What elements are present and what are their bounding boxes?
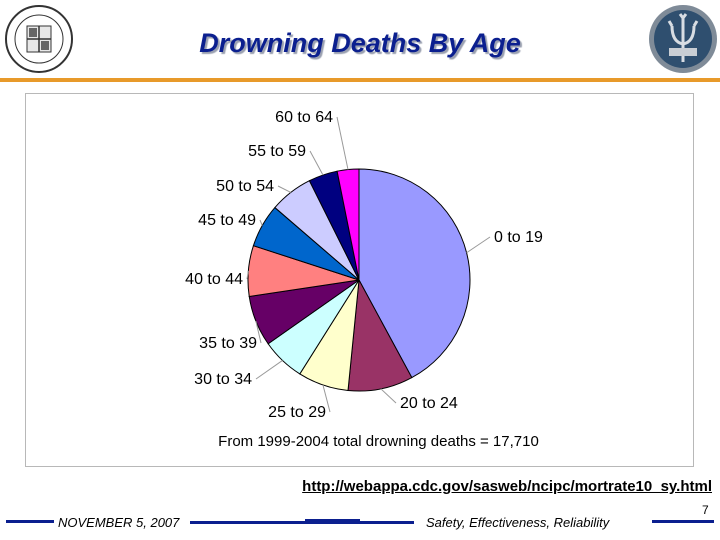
- trident-logo: [649, 5, 717, 73]
- slice-label: 55 to 59: [248, 143, 306, 160]
- footer-line-right: [652, 520, 714, 523]
- leader-line: [309, 150, 324, 176]
- leader-line: [259, 219, 263, 226]
- leader-line: [466, 236, 491, 254]
- leader-line: [246, 270, 249, 280]
- footer-motto: Safety, Effectiveness, Reliability: [426, 515, 610, 530]
- page-number: 7: [702, 503, 709, 517]
- page-title: Drowning Deaths By Age: [199, 28, 521, 58]
- footer-line-middle: [190, 521, 414, 524]
- leader-line: [255, 321, 262, 344]
- slice-label: 40 to 44: [185, 271, 243, 288]
- slice-label: 30 to 34: [194, 371, 252, 388]
- footer-line-accent: [305, 519, 360, 524]
- slice-label: 0 to 19: [494, 229, 543, 246]
- chart-caption: From 1999-2004 total drowning deaths = 1…: [218, 433, 539, 450]
- leader-line: [322, 384, 331, 413]
- slice-label: 60 to 64: [275, 109, 333, 126]
- slice-label: 35 to 39: [199, 335, 257, 352]
- slice-label: 25 to 29: [268, 404, 326, 421]
- university-seal-logo: [5, 5, 73, 73]
- slice-label: 50 to 54: [216, 178, 274, 195]
- source-link[interactable]: http://webappa.cdc.gov/sasweb/ncipc/mort…: [302, 478, 712, 495]
- leader-line: [336, 116, 349, 170]
- leader-line: [380, 388, 397, 404]
- header-divider: [0, 78, 720, 82]
- slice-label: 20 to 24: [400, 395, 458, 412]
- slice-label: 45 to 49: [198, 212, 256, 229]
- footer-line-left: [6, 520, 54, 523]
- chart-frame: 0 to 19 20 to 24 25 to 29 30 to 34 35 to 39 4…: [25, 93, 694, 467]
- leader-line: [255, 360, 283, 380]
- pie-slice-0-to-19: [358, 168, 471, 379]
- footer-date: NOVEMBER 5, 2007: [58, 515, 180, 530]
- pie-chart: 0 to 19 20 to 24 25 to 29 30 to 34 35 to 39 4…: [185, 109, 543, 421]
- leader-line: [277, 185, 292, 193]
